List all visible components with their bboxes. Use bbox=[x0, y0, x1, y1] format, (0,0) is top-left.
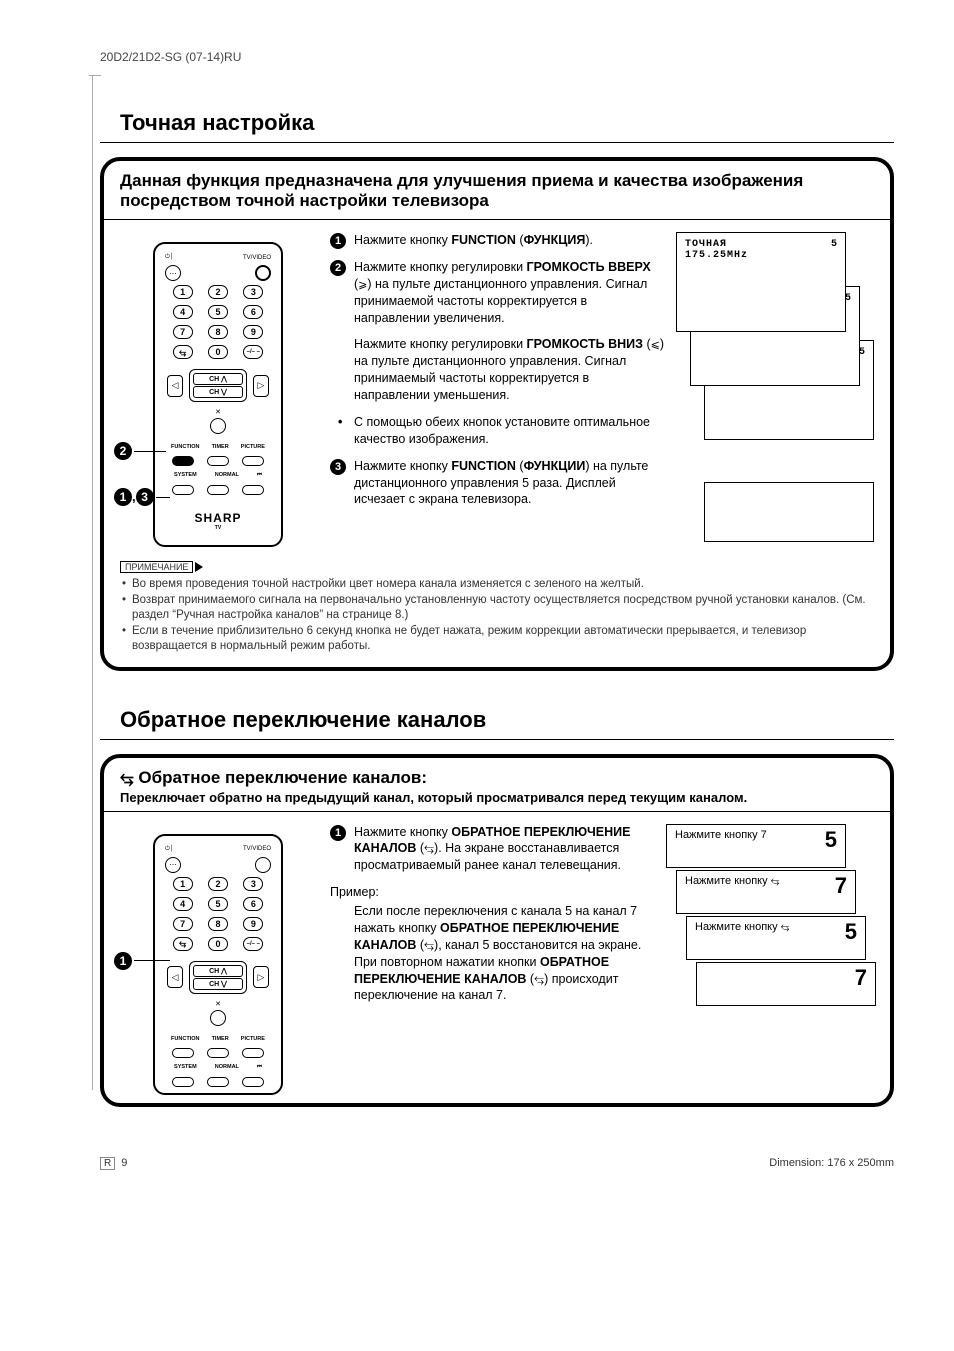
example-label: Пример: bbox=[330, 884, 654, 901]
step-item: 3Нажмите кнопку FUNCTION (ФУНКЦИИ) на пу… bbox=[330, 458, 664, 509]
section2-panel-title: ⥃ Обратное переключение каналов: bbox=[120, 768, 874, 788]
dimension-note: Dimension: 176 x 250mm bbox=[769, 1157, 894, 1169]
page-marker: R bbox=[100, 1157, 115, 1170]
osd-screen: 7 bbox=[696, 962, 876, 1006]
osd-screen: ТОЧНАЯ 175.25MHz 5 bbox=[676, 232, 846, 332]
section2-panel-subtitle: Переключает обратно на предыдущий канал,… bbox=[120, 790, 874, 805]
osd-blank bbox=[704, 482, 874, 542]
step-item: 2Нажмите кнопку регулировки ГРОМКОСТЬ ВВ… bbox=[330, 259, 664, 327]
note-item: Возврат принимаемого сигнала на первонач… bbox=[120, 593, 874, 624]
step-item: Нажмите кнопку регулировки ГРОМКОСТЬ ВНИ… bbox=[330, 336, 664, 404]
note-label: ПРИМЕЧАНИЕ bbox=[120, 561, 193, 573]
callout-2: 2 bbox=[114, 442, 166, 460]
step-item: 1Нажмите кнопку FUNCTION (ФУНКЦИЯ). bbox=[330, 232, 664, 249]
callout-1-3: 1,3 bbox=[114, 488, 170, 506]
doc-code: 20D2/21D2-SG (07-14)RU bbox=[100, 50, 894, 64]
page-footer: R9 Dimension: 176 x 250mm bbox=[100, 1157, 894, 1170]
steps-col-2: 1Нажмите кнопку ОБРАТНОЕ ПЕРЕКЛЮЧЕНИЕ КА… bbox=[330, 824, 654, 1095]
note-item: Во время проведения точной настройки цве… bbox=[120, 577, 874, 593]
callout-1: 1 bbox=[114, 952, 170, 970]
note-area: ПРИМЕЧАНИЕ Во время проведения точной на… bbox=[104, 555, 890, 667]
example-text: Если после переключения с канала 5 на ка… bbox=[330, 903, 654, 1004]
note-item: Если в течение приблизительно 6 секунд к… bbox=[120, 624, 874, 655]
section2-panel: ⥃ Обратное переключение каналов: Переклю… bbox=[100, 754, 894, 1107]
note-arrow-icon bbox=[195, 562, 203, 572]
osd-screen: Нажмите кнопку ⥃7 bbox=[676, 870, 856, 914]
page-number: 9 bbox=[121, 1157, 127, 1169]
section1-title: Точная настройка bbox=[100, 104, 894, 143]
osd-col-1: ТОЧНАЯ 175.25MHz 5 ТОЧНАЯ 175.30MHz 5 ТО… bbox=[676, 232, 876, 547]
step-item: 1Нажмите кнопку ОБРАТНОЕ ПЕРЕКЛЮЧЕНИЕ КА… bbox=[330, 824, 654, 875]
remote-control-illustration: ⏻│TV/VIDEO ⋯ 123 456 789 ⥃0–/– – ◁ CH ⋀ … bbox=[153, 242, 283, 547]
remote-col-2: ⏻│TV/VIDEO ⋯ 123 456 789 ⥃0–/– – ◁ CH ⋀ … bbox=[118, 824, 318, 1095]
section2-title: Обратное переключение каналов bbox=[100, 701, 894, 740]
osd-screen: Нажмите кнопку 75 bbox=[666, 824, 846, 868]
section1-panel-title: Данная функция предназначена для улучшен… bbox=[104, 161, 890, 220]
step-item: С помощью обеих кнопок установите оптима… bbox=[330, 414, 664, 448]
section1-panel: Данная функция предназначена для улучшен… bbox=[100, 157, 894, 671]
remote-col-1: ⏻│TV/VIDEO ⋯ 123 456 789 ⥃0–/– – ◁ CH ⋀ … bbox=[118, 232, 318, 547]
osd-screen: Нажмите кнопку ⥃5 bbox=[686, 916, 866, 960]
remote-numgrid: 123 456 789 ⥃0–/– – bbox=[169, 285, 267, 359]
osd-col-2: Нажмите кнопку 75 ↓ Нажмите кнопку ⥃7 ↓ … bbox=[666, 824, 876, 1095]
remote-control-illustration: ⏻│TV/VIDEO ⋯ 123 456 789 ⥃0–/– – ◁ CH ⋀ … bbox=[153, 834, 283, 1095]
steps-col-1: 1Нажмите кнопку FUNCTION (ФУНКЦИЯ). 2Нажм… bbox=[330, 232, 664, 547]
